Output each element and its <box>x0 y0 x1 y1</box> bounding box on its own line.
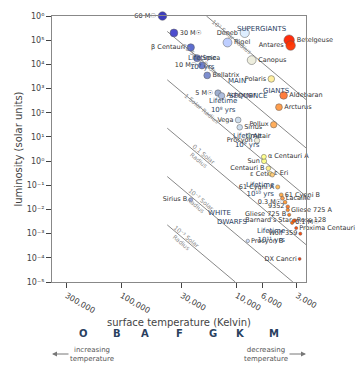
svg-text:10¹: 10¹ <box>31 133 44 142</box>
svg-text:increasingtemperature: increasingtemperature <box>70 346 114 363</box>
svg-text:Gliese 725 B: Gliese 725 B <box>245 210 286 218</box>
svg-text:61 Cygni B: 61 Cygni B <box>285 191 320 199</box>
svg-text:Vega: Vega <box>217 116 233 124</box>
svg-text:10 M☉: 10 M☉ <box>175 61 197 69</box>
svg-text:Pollux: Pollux <box>249 120 268 128</box>
svg-text:10⁻¹: 10⁻¹ <box>27 181 45 190</box>
svg-text:decreasingtemperature: decreasingtemperature <box>244 346 288 363</box>
svg-text:10² Solar Radius: 10² Solar Radius <box>211 18 253 55</box>
svg-text:K: K <box>236 328 245 339</box>
svg-text:ε Eri: ε Eri <box>274 169 288 177</box>
svg-text:Aldebaran: Aldebaran <box>289 91 322 99</box>
svg-text:Lifetime10⁹ yrs: Lifetime10⁹ yrs <box>233 132 261 149</box>
svg-text:β Centauri: β Centauri <box>151 43 185 51</box>
svg-text:61 Cygni A: 61 Cygni A <box>239 183 275 191</box>
svg-text:Centauri B: Centauri B <box>230 164 264 172</box>
svg-text:Barnard's Star: Barnard's Star <box>245 216 292 224</box>
svg-text:10 Solar Radius: 10 Solar Radius <box>181 42 221 77</box>
svg-text:Canopus: Canopus <box>258 56 287 64</box>
svg-text:Proxima Centauri: Proxima Centauri <box>299 224 355 232</box>
svg-text:Sirius: Sirius <box>244 123 263 131</box>
svg-text:Sirius B: Sirius B <box>163 195 187 203</box>
svg-text:Bellatrix: Bellatrix <box>212 71 239 79</box>
svg-text:0.1 SolarRadius: 0.1 SolarRadius <box>186 143 216 172</box>
svg-text:300,000: 300,000 <box>63 291 96 315</box>
svg-text:10⁻⁴: 10⁻⁴ <box>27 254 45 263</box>
svg-text:0.3 M☉: 0.3 M☉ <box>258 198 282 206</box>
svg-text:Procyon: Procyon <box>227 136 253 144</box>
svg-text:Lacaille: Lacaille <box>286 194 311 202</box>
svg-text:10⁶: 10⁶ <box>31 12 44 21</box>
svg-text:Lifetime10⁷ yrs: Lifetime10⁷ yrs <box>188 54 216 71</box>
svg-text:Sun: Sun <box>247 157 259 165</box>
svg-text:10,000: 10,000 <box>234 291 263 313</box>
svg-text:luminosity (solar units): luminosity (solar units) <box>13 91 24 206</box>
svg-text:O: O <box>79 328 88 339</box>
svg-text:9352: 9352 <box>268 202 285 210</box>
svg-text:F: F <box>176 328 183 339</box>
svg-text:Altair: Altair <box>253 132 271 140</box>
svg-text:Rigel: Rigel <box>234 38 250 46</box>
svg-text:10⁴: 10⁴ <box>31 60 44 69</box>
svg-text:α Centauri A: α Centauri A <box>268 152 309 160</box>
svg-text:Wolf 359: Wolf 359 <box>269 229 298 237</box>
svg-text:DWARFS: DWARFS <box>217 218 247 226</box>
svg-text:30,000: 30,000 <box>179 291 208 313</box>
svg-text:10⁵: 10⁵ <box>31 36 44 45</box>
svg-text:Lifetime10⁸ yrs: Lifetime10⁸ yrs <box>209 97 237 114</box>
svg-text:10⁻²: 10⁻² <box>27 205 45 214</box>
svg-text:10³: 10³ <box>31 84 44 93</box>
svg-text:5 M☉: 5 M☉ <box>195 89 213 97</box>
svg-text:10²: 10² <box>31 109 44 118</box>
svg-text:0.1 M☉: 0.1 M☉ <box>295 218 319 226</box>
svg-text:SEQUENCE: SEQUENCE <box>229 92 267 100</box>
svg-text:WHITE: WHITE <box>208 209 231 217</box>
svg-text:60 M☉: 60 M☉ <box>134 12 156 20</box>
svg-text:6,000: 6,000 <box>259 291 283 310</box>
svg-text:Lifetime10¹⁰ yrs: Lifetime10¹⁰ yrs <box>246 181 274 198</box>
svg-text:3,000: 3,000 <box>294 291 318 310</box>
svg-text:SUPERGIANTS: SUPERGIANTS <box>237 25 287 33</box>
svg-text:1 Solar Radius: 1 Solar Radius <box>183 92 220 125</box>
svg-text:Deneb: Deneb <box>217 29 238 37</box>
svg-text:DX Cancri: DX Cancri <box>265 255 297 263</box>
svg-text:10⁰: 10⁰ <box>31 157 44 166</box>
svg-text:Antares: Antares <box>259 41 285 49</box>
svg-text:Betelgeuse: Betelgeuse <box>297 36 333 44</box>
svg-text:Gliese 725 A: Gliese 725 A <box>291 206 333 214</box>
svg-text:Polaris: Polaris <box>245 75 267 83</box>
svg-text:Ross 128: Ross 128 <box>297 216 326 224</box>
svg-text:Procyon B: Procyon B <box>251 237 283 245</box>
svg-text:10⁻⁵: 10⁻⁵ <box>27 278 45 287</box>
svg-text:surface temperature (Kelvin): surface temperature (Kelvin) <box>107 317 251 328</box>
svg-text:MAIN: MAIN <box>228 77 246 85</box>
svg-text:Arcturus: Arcturus <box>284 103 312 111</box>
svg-text:M: M <box>269 328 279 339</box>
svg-text:GIANTS: GIANTS <box>263 87 290 95</box>
svg-text:G: G <box>209 328 217 339</box>
svg-text:B: B <box>113 328 121 339</box>
svg-text:Spica: Spica <box>203 54 221 62</box>
svg-text:10⁻² SolarRadius: 10⁻² SolarRadius <box>182 187 215 218</box>
svg-text:10⁻³: 10⁻³ <box>27 229 45 238</box>
svg-text:ε Ceti: ε Ceti <box>250 170 269 178</box>
svg-text:10⁻³ SolarRadius: 10⁻³ SolarRadius <box>168 224 201 255</box>
svg-text:100,000: 100,000 <box>118 291 151 315</box>
svg-text:A: A <box>141 328 149 339</box>
svg-text:Achernar: Achernar <box>227 91 257 99</box>
svg-text:Lifetime10¹¹ yrs: Lifetime10¹¹ yrs <box>257 227 285 244</box>
svg-text:30 M☉: 30 M☉ <box>180 29 202 37</box>
